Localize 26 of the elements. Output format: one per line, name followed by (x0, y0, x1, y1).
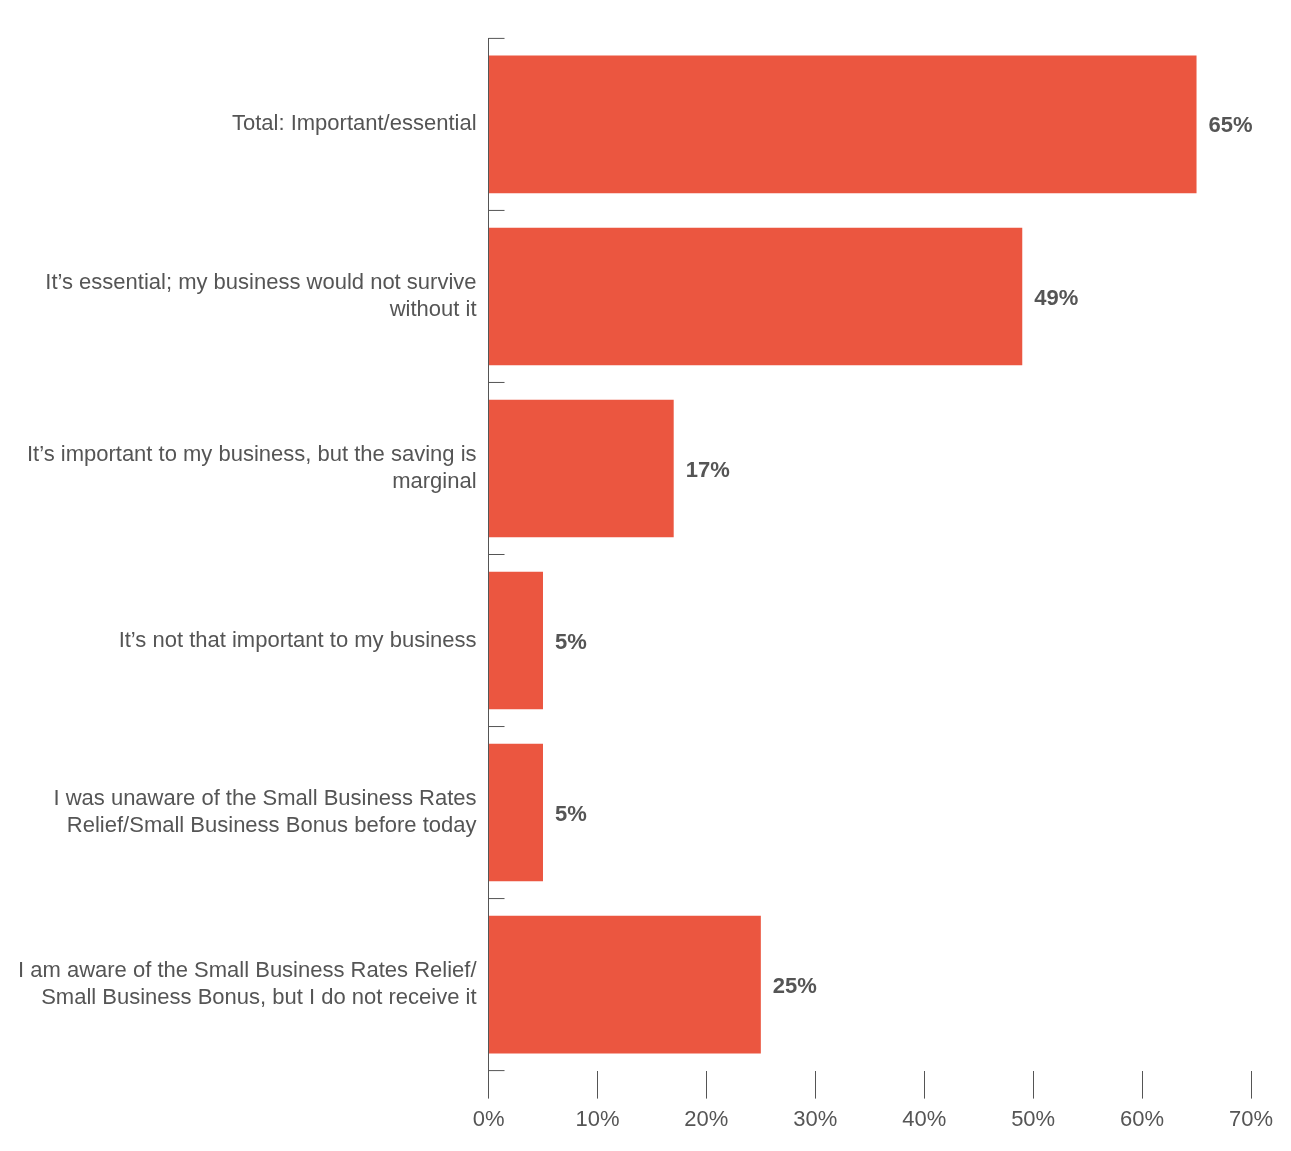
y-tick-label: It’s important to my business, but the saving is marginal (26, 441, 477, 493)
y-tick-label: I was unaware of the Small Business Rates Relief/Small Business Bonus before today (53, 785, 477, 837)
x-tick-label: 60% (1120, 1105, 1165, 1131)
data-label: 65% (1208, 112, 1253, 138)
x-tick-label: 70% (1228, 1105, 1274, 1131)
x-tick-label: 10% (575, 1105, 620, 1131)
data-label: 5% (554, 628, 587, 654)
bar (489, 55, 1197, 194)
bar (489, 227, 1023, 366)
data-label: 25% (772, 972, 817, 998)
y-tick-label: I am aware of the Small Business Rates Relief/ Small Business Bonus, but I do not receive it (18, 957, 478, 1009)
data-label: 5% (554, 800, 587, 826)
x-tick-label: 40% (902, 1105, 947, 1131)
y-tick-label: It’s essential; my business would not survive without it (45, 269, 477, 321)
x-tick-label: 30% (793, 1105, 838, 1131)
x-tick-label: 50% (1011, 1105, 1056, 1131)
y-tick-label: Total: Important/essential (231, 110, 477, 136)
bar (489, 915, 761, 1054)
bar (489, 399, 674, 538)
bar (489, 571, 543, 710)
x-tick-label: 0% (472, 1105, 505, 1131)
x-tick-label: 20% (684, 1105, 729, 1131)
data-label: 49% (1034, 284, 1079, 310)
y-tick-label: It’s not that important to my business (118, 626, 477, 652)
bar (489, 743, 543, 882)
data-label: 17% (685, 456, 730, 482)
